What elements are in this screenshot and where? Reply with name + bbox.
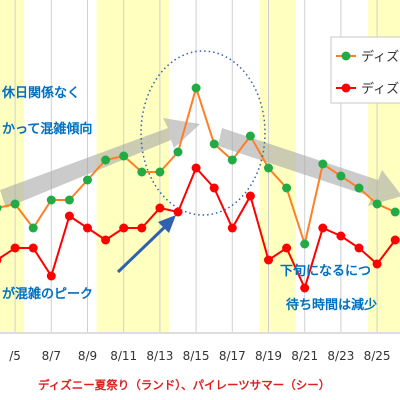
highlight-band-0 <box>0 0 25 332</box>
x-tick-label-9: 8/23 <box>327 349 354 363</box>
series-1-point-22 <box>390 235 400 245</box>
x-tick-label-3: 8/11 <box>110 349 137 363</box>
legend-box <box>330 36 400 104</box>
legend-marker-2 <box>341 83 351 93</box>
series-0-point-5 <box>83 175 92 185</box>
series-1-point-19 <box>336 231 346 241</box>
series-1-point-13 <box>227 223 237 233</box>
series-1-point-20 <box>354 243 364 253</box>
series-1-point-2 <box>28 243 38 253</box>
x-tick-label-7: 8/19 <box>255 349 282 363</box>
legend: ディズ ディズ <box>330 36 400 104</box>
footer-text: ディズニー夏祭り（ランド）、パイレーツサマー（シー） <box>38 378 330 392</box>
x-tick-label-1: 8/7 <box>42 349 61 363</box>
series-1-point-7 <box>119 223 129 233</box>
series-1-point-10 <box>173 207 183 217</box>
series-0-point-21 <box>372 199 382 209</box>
trend-arrow-up <box>0 118 200 208</box>
series-1-point-12 <box>209 183 219 193</box>
series-1-point-21 <box>372 259 382 269</box>
series-0-point-14 <box>245 131 255 141</box>
series-0-point-6 <box>101 155 111 165</box>
pointer-arrow <box>116 215 176 274</box>
series-1-point-11 <box>191 163 201 173</box>
highlight-band-1 <box>96 0 169 332</box>
x-tick-label-5: 8/15 <box>183 349 210 363</box>
series-0-point-11 <box>191 83 201 93</box>
series-1-point-0 <box>0 256 2 264</box>
series-0-point-15 <box>264 163 273 173</box>
legend-marker-1 <box>341 51 351 61</box>
series-1-point-6 <box>101 235 111 245</box>
series-1-point-14 <box>245 191 255 201</box>
x-tick-label-2: 8/9 <box>78 349 97 363</box>
annotation-4: 下旬になるにつ <box>280 263 371 279</box>
series-0-point-10 <box>173 147 183 157</box>
series-0-point-9 <box>155 167 165 177</box>
series-1-point-9 <box>155 203 165 213</box>
series-0-point-8 <box>137 167 147 177</box>
series-1-point-15 <box>264 255 273 265</box>
series-0-point-2 <box>28 223 38 233</box>
series-1-point-18 <box>318 223 328 233</box>
series-0-point-13 <box>227 155 237 165</box>
series-0-point-17 <box>300 239 310 249</box>
legend-label-1: ディズ <box>361 49 399 65</box>
series-1-point-16 <box>282 243 292 253</box>
series-0-point-12 <box>209 139 219 149</box>
series-0-point-1 <box>10 199 20 209</box>
series-0-point-18 <box>318 159 328 169</box>
peak-ellipse <box>140 50 266 216</box>
series-0-point-3 <box>46 195 56 205</box>
series-0-point-19 <box>336 171 346 181</box>
annotation-1: 休日関係なく <box>1 85 80 101</box>
x-tick-label-10: 8/25 <box>364 349 391 363</box>
annotation-5: 待ち時間は減少 <box>285 297 377 313</box>
x-axis-ticks: /5 8/7 8/9 8/11 8/13 8/15 8/17 8/19 8/21 8/23 8/25 <box>9 349 390 363</box>
series-0-point-22 <box>390 207 400 217</box>
series-1-point-17 <box>300 283 310 293</box>
series-0-point-7 <box>119 151 129 161</box>
series-1-point-3 <box>46 271 56 281</box>
series-0-point-20 <box>354 183 364 193</box>
x-tick-label-8: 8/21 <box>291 349 318 363</box>
series-1-point-1 <box>10 243 20 253</box>
x-tick-label-6: 8/17 <box>219 349 246 363</box>
series-0-point-0 <box>0 204 2 212</box>
series-layer <box>0 83 400 293</box>
series-1-point-8 <box>137 223 147 233</box>
series-0-point-4 <box>64 195 74 205</box>
x-tick-label-0: /5 <box>9 349 21 363</box>
annotation-3: が混雑のピーク <box>2 286 93 302</box>
legend-label-2: ディズ <box>361 81 399 97</box>
series-1-point-5 <box>83 223 92 233</box>
x-tick-label-4: 8/13 <box>146 349 173 363</box>
series-1-point-4 <box>64 211 74 221</box>
series-0-point-16 <box>282 183 292 193</box>
annotation-2: かって混雑傾向 <box>2 121 92 137</box>
